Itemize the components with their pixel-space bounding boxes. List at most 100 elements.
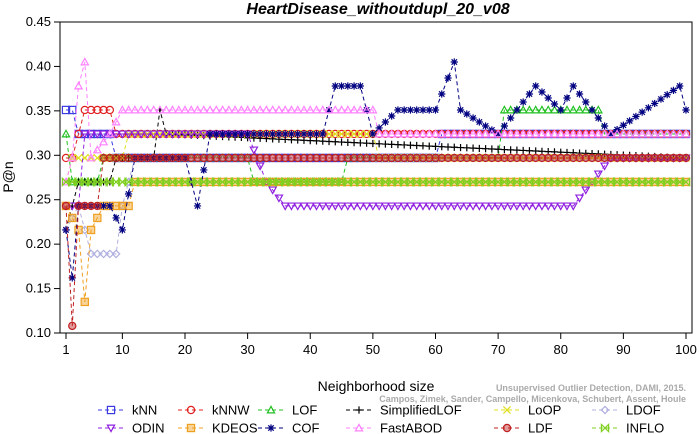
data-point [224, 176, 234, 187]
data-point [543, 129, 553, 138]
data-point [99, 249, 109, 259]
data-point [450, 176, 459, 187]
data-point [324, 153, 334, 163]
data-point [663, 91, 671, 99]
data-point [475, 176, 484, 187]
data-point [374, 153, 384, 163]
data-point [606, 176, 616, 187]
data-point [92, 130, 102, 139]
data-point [92, 249, 102, 259]
data-point [606, 129, 616, 138]
data-point [456, 176, 465, 187]
data-point [612, 176, 622, 187]
data-point [582, 98, 590, 106]
data-point [136, 176, 146, 187]
data-point [575, 153, 584, 163]
data-point [299, 202, 309, 211]
data-point [361, 202, 372, 211]
data-point [344, 82, 352, 90]
data-point [180, 153, 190, 163]
legend-item: INFLO [592, 421, 664, 434]
data-point [637, 176, 647, 187]
data-point [412, 176, 421, 187]
data-point [424, 129, 434, 138]
x-tick-label: 10 [115, 342, 129, 357]
data-point [68, 274, 76, 282]
data-point [80, 201, 89, 211]
data-point [388, 140, 396, 148]
series-odin [61, 130, 691, 211]
data-point [480, 202, 491, 211]
data-point [656, 153, 666, 163]
data-point [500, 122, 508, 130]
legend-marker [502, 423, 512, 433]
data-point [468, 153, 478, 163]
data-point [287, 153, 296, 163]
data-point [261, 105, 272, 114]
data-point [200, 166, 208, 174]
data-point [249, 105, 259, 114]
data-point [374, 202, 384, 211]
data-point [162, 154, 170, 162]
data-point [168, 176, 177, 187]
data-point [286, 202, 297, 211]
series-line [65, 109, 686, 183]
data-point [475, 118, 483, 126]
data-point [569, 82, 577, 90]
data-point [99, 176, 108, 187]
data-point [256, 130, 264, 138]
data-point [675, 129, 685, 138]
data-point [556, 129, 566, 138]
data-point [161, 130, 171, 139]
data-point [311, 105, 322, 114]
legend-label: ODIN [132, 421, 165, 434]
data-point [593, 170, 603, 179]
data-point [487, 153, 497, 163]
data-point [606, 153, 616, 163]
data-point [463, 110, 471, 118]
data-point [562, 105, 572, 114]
y-tick-label: 0.20 [26, 236, 51, 251]
data-point [663, 176, 672, 187]
data-point [681, 129, 691, 138]
data-point [412, 153, 421, 163]
data-point [312, 130, 321, 138]
data-point [568, 105, 578, 114]
data-point [656, 129, 666, 138]
data-point [425, 153, 434, 163]
data-point [124, 130, 134, 139]
data-point [162, 176, 171, 187]
data-point [199, 105, 209, 114]
data-point [324, 105, 334, 114]
data-point [556, 153, 565, 163]
data-point [587, 153, 597, 163]
data-point [381, 140, 389, 148]
data-point [468, 129, 478, 138]
data-point [149, 153, 158, 163]
data-point [631, 129, 641, 138]
legend-item: LDF [494, 421, 553, 434]
data-point [187, 176, 196, 187]
data-point [524, 129, 535, 138]
data-point [349, 176, 359, 187]
data-point [406, 106, 415, 114]
data-point [594, 114, 602, 122]
data-point [118, 176, 127, 187]
data-point [111, 130, 121, 139]
data-point [393, 176, 403, 187]
credit-line-1: Campos, Zimek, Sander, Campello, Micenko… [379, 394, 686, 404]
data-point [293, 153, 302, 163]
data-point [481, 122, 490, 130]
data-point [462, 153, 472, 163]
data-point [86, 130, 96, 139]
data-point [230, 105, 240, 114]
data-point [462, 176, 472, 187]
data-point [537, 202, 547, 211]
data-point [230, 176, 240, 187]
data-point [519, 146, 527, 155]
data-point [369, 130, 377, 138]
data-point [657, 95, 665, 103]
data-point [117, 130, 127, 139]
data-point [431, 153, 440, 163]
data-point [130, 130, 140, 139]
